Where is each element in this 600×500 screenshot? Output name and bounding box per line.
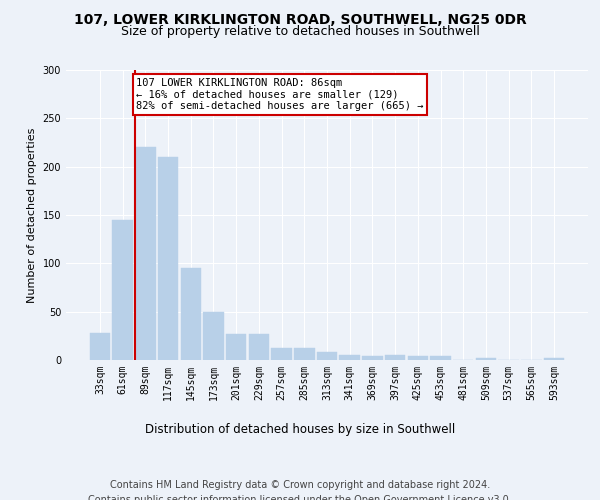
Text: Contains HM Land Registry data © Crown copyright and database right 2024.
Contai: Contains HM Land Registry data © Crown c…	[88, 480, 512, 500]
Text: 107 LOWER KIRKLINGTON ROAD: 86sqm
← 16% of detached houses are smaller (129)
82%: 107 LOWER KIRKLINGTON ROAD: 86sqm ← 16% …	[136, 78, 424, 111]
Bar	[271, 348, 292, 360]
Bar	[430, 356, 451, 360]
Bar	[226, 334, 247, 360]
Text: 107, LOWER KIRKLINGTON ROAD, SOUTHWELL, NG25 0DR: 107, LOWER KIRKLINGTON ROAD, SOUTHWELL, …	[74, 12, 526, 26]
Bar	[544, 358, 564, 360]
Bar	[135, 148, 155, 360]
Bar	[340, 355, 360, 360]
Bar	[362, 356, 383, 360]
Bar	[317, 352, 337, 360]
Bar	[294, 348, 314, 360]
Bar	[476, 358, 496, 360]
Text: Distribution of detached houses by size in Southwell: Distribution of detached houses by size …	[145, 422, 455, 436]
Bar	[248, 334, 269, 360]
Bar	[181, 268, 201, 360]
Bar	[158, 157, 178, 360]
Bar	[90, 333, 110, 360]
Bar	[112, 220, 133, 360]
Bar	[203, 312, 224, 360]
Y-axis label: Number of detached properties: Number of detached properties	[27, 128, 37, 302]
Bar	[407, 356, 428, 360]
Bar	[385, 355, 406, 360]
Text: Size of property relative to detached houses in Southwell: Size of property relative to detached ho…	[121, 25, 479, 38]
